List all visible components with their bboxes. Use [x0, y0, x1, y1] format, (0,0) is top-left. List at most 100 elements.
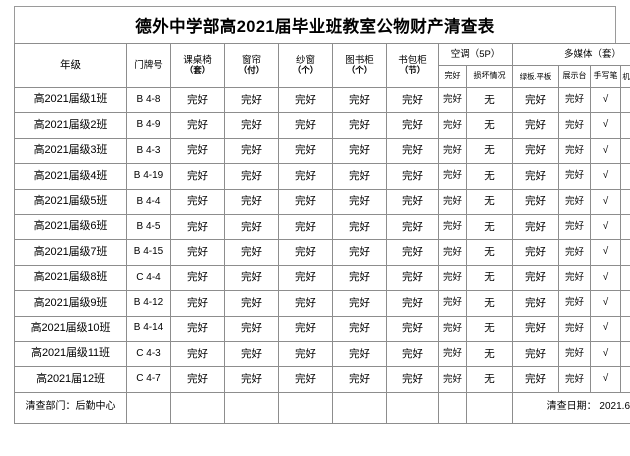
cell-mm-board: 完好 — [512, 137, 559, 165]
cell-grade: 高2021届级10班 — [14, 315, 127, 342]
cell-curtain: 完好 — [224, 290, 279, 317]
header-multimedia-group: 多媒体（套） — [511, 43, 630, 66]
header-book-cabinet-unit: （个） — [346, 65, 373, 76]
cell-aircon-ok: 完好 — [438, 137, 467, 165]
cell-mm-pen: √ — [590, 315, 621, 342]
cell-aircon-ok: 完好 — [438, 264, 467, 292]
cell-door-no: B 4-4 — [126, 188, 171, 215]
cell-mm-pen: √ — [590, 163, 621, 190]
cell-curtain: 完好 — [224, 366, 279, 393]
cell-grade: 高2021届级6班 — [14, 213, 127, 241]
cell-curtain: 完好 — [224, 213, 279, 241]
cell-mm-stb: √ — [620, 137, 630, 165]
cell-desk-chair: 完好 — [170, 137, 225, 165]
cell-mm-pen: √ — [590, 213, 621, 241]
cell-bag-cabinet: 完好 — [386, 239, 439, 266]
cell-mm-board: 完好 — [512, 213, 559, 241]
header-aircon-damage: 损坏情况 — [466, 65, 513, 88]
cell-mm-stand: 完好 — [558, 264, 591, 292]
header-bag-cabinet-unit: （节） — [399, 65, 426, 76]
cell-aircon-damage: 无 — [466, 264, 513, 292]
cell-mm-stb: √ — [620, 239, 630, 266]
cell-grade: 高2021届级2班 — [14, 112, 127, 139]
cell-desk-chair: 完好 — [170, 239, 225, 266]
cell-mm-board: 完好 — [512, 239, 559, 266]
cell-mm-board: 完好 — [512, 112, 559, 139]
cell-bag-cabinet: 完好 — [386, 366, 439, 393]
cell-bag-cabinet: 完好 — [386, 340, 439, 368]
cell-mm-pen: √ — [590, 112, 621, 139]
header-curtain-unit: （付） — [238, 65, 265, 76]
cell-book-cabinet: 完好 — [332, 137, 387, 165]
table-head: 年级 门牌号 课桌椅 （套） 窗帘 （付） 纱窗 （个） 图书柜 （个） — [14, 43, 630, 88]
cell-aircon-ok: 完好 — [438, 112, 467, 139]
cell-screen-window: 完好 — [278, 264, 333, 292]
cell-aircon-damage: 无 — [466, 163, 513, 190]
cell-mm-pen: √ — [590, 264, 621, 292]
cell-screen-window: 完好 — [278, 163, 333, 190]
header-desk-chair-label: 课桌椅 — [183, 55, 212, 67]
cell-grade: 高2021届级1班 — [14, 86, 127, 114]
footer-row: 清查部门：后勤中心 清查日期： 2021.6.1 — [14, 391, 630, 424]
header-mm-stand: 展示台 — [558, 65, 591, 88]
header-mm-pen: 手写笔 — [590, 65, 621, 88]
cell-mm-stb: √ — [620, 366, 630, 393]
cell-grade: 高2021届级8班 — [14, 264, 127, 292]
cell-book-cabinet: 完好 — [332, 163, 387, 190]
cell-desk-chair: 完好 — [170, 264, 225, 292]
cell-door-no: B 4-14 — [126, 315, 171, 342]
cell-aircon-damage: 无 — [466, 137, 513, 165]
cell-bag-cabinet: 完好 — [386, 86, 439, 114]
footer-blank-4 — [278, 391, 333, 424]
cell-mm-stand: 完好 — [558, 315, 591, 342]
cell-curtain: 完好 — [224, 264, 279, 292]
cell-screen-window: 完好 — [278, 112, 333, 139]
cell-curtain: 完好 — [224, 137, 279, 165]
cell-book-cabinet: 完好 — [332, 112, 387, 139]
header-curtain-label: 窗帘 — [241, 55, 261, 67]
cell-book-cabinet: 完好 — [332, 315, 387, 342]
cell-mm-pen: √ — [590, 86, 621, 114]
cell-desk-chair: 完好 — [170, 86, 225, 114]
cell-mm-stb: √ — [620, 188, 630, 215]
cell-desk-chair: 完好 — [170, 290, 225, 317]
cell-mm-stand: 完好 — [558, 163, 591, 190]
cell-book-cabinet: 完好 — [332, 213, 387, 241]
cell-desk-chair: 完好 — [170, 315, 225, 342]
cell-door-no: B 4-15 — [126, 239, 171, 266]
footer-blank-6 — [386, 391, 439, 424]
footer-blank-1 — [126, 391, 171, 424]
header-curtain: 窗帘 （付） — [224, 43, 279, 88]
cell-bag-cabinet: 完好 — [386, 137, 439, 165]
cell-aircon-damage: 无 — [466, 213, 513, 241]
cell-grade: 高2021届12班 — [14, 366, 127, 393]
cell-curtain: 完好 — [224, 239, 279, 266]
cell-door-no: B 4-3 — [126, 137, 171, 165]
cell-bag-cabinet: 完好 — [386, 315, 439, 342]
footer-blank-8 — [466, 391, 513, 424]
cell-aircon-damage: 无 — [466, 340, 513, 368]
cell-door-no: B 4-8 — [126, 86, 171, 114]
cell-grade: 高2021届级3班 — [14, 137, 127, 165]
page-title: 德外中学部高2021届毕业班教室公物财产清查表 — [135, 18, 495, 36]
title-frame: 德外中学部高2021届毕业班教室公物财产清查表 — [14, 6, 616, 43]
header-screen-window: 纱窗 （个） — [278, 43, 333, 88]
cell-book-cabinet: 完好 — [332, 239, 387, 266]
cell-mm-board: 完好 — [512, 163, 559, 190]
cell-aircon-ok: 完好 — [438, 290, 467, 317]
cell-aircon-ok: 完好 — [438, 163, 467, 190]
cell-aircon-damage: 无 — [466, 239, 513, 266]
cell-aircon-damage: 无 — [466, 112, 513, 139]
cell-mm-pen: √ — [590, 366, 621, 393]
header-book-cabinet-label: 图书柜 — [345, 55, 374, 67]
footer-blank-3 — [224, 391, 279, 424]
cell-mm-pen: √ — [590, 137, 621, 165]
cell-door-no: B 4-12 — [126, 290, 171, 317]
cell-mm-board: 完好 — [512, 315, 559, 342]
cell-bag-cabinet: 完好 — [386, 188, 439, 215]
cell-mm-stand: 完好 — [558, 137, 591, 165]
cell-mm-stb: √ — [620, 163, 630, 190]
footer-blank-7 — [438, 391, 467, 424]
cell-mm-pen: √ — [590, 340, 621, 368]
